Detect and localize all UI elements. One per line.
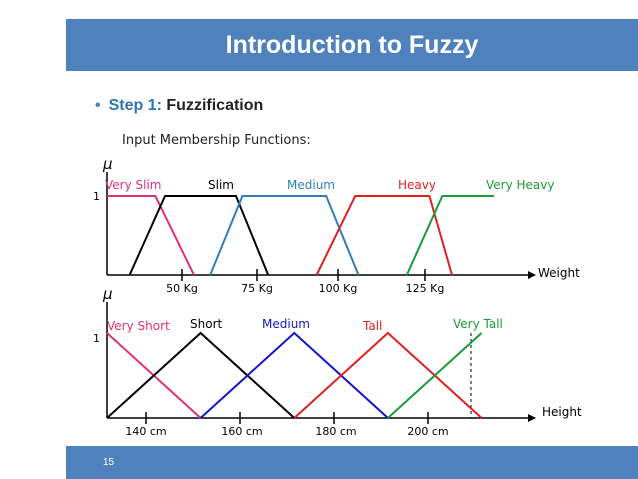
weight-x-tick-label: 50 Kg [166, 282, 198, 295]
bullet-dot-icon: • [95, 97, 101, 114]
page-number: 15 [103, 457, 115, 468]
height-series-label-tall: Tall [362, 319, 382, 333]
height-y-tick-1: 1 [93, 332, 100, 345]
weight-series-medium [209, 195, 360, 276]
weight-x-label: Weight [538, 266, 580, 280]
weight-series-label-very-heavy: Very Heavy [486, 178, 554, 192]
height-chart: μ 1 Height 140 cm 160 cm 180 cm 200 cm Very… [93, 285, 582, 438]
height-x-tick-label: 180 cm [315, 425, 356, 438]
weight-series-heavy [315, 195, 453, 276]
height-series-medium [199, 331, 389, 419]
weight-x-tick-label: 125 Kg [406, 282, 445, 295]
height-series-tall [293, 331, 483, 419]
weight-series-very-heavy [405, 195, 494, 276]
height-x-tick-label: 140 cm [125, 425, 166, 438]
height-x-tick-label: 160 cm [221, 425, 262, 438]
bullet-step-text: Fuzzification [166, 97, 264, 114]
weight-series-label-medium: Medium [287, 178, 335, 192]
weight-series-very-slim [107, 195, 195, 276]
height-series-label-short: Short [190, 317, 222, 331]
weight-chart: μ 1 Weight 50 Kg 75 Kg 100 Kg 125 Kg Very S… [93, 155, 580, 295]
height-series-label-very-short: Very Short [107, 319, 170, 333]
title-bar [66, 19, 638, 71]
slide-left-margin [0, 0, 66, 479]
height-x-label: Height [542, 405, 582, 419]
weight-x-tick-label: 100 Kg [319, 282, 358, 295]
weight-series-label-slim: Slim [208, 178, 234, 192]
height-mu-label: μ [102, 285, 113, 303]
height-x-tick-label: 200 cm [407, 425, 448, 438]
footer-bar [66, 446, 638, 479]
subtitle: Input Membership Functions: [122, 133, 311, 148]
height-series-label-very-tall: Very Tall [453, 317, 503, 331]
weight-series-label-heavy: Heavy [398, 178, 436, 192]
slide-title: Introduction to Fuzzy [225, 31, 479, 59]
height-series-short [106, 331, 295, 419]
weight-mu-label: μ [102, 155, 113, 173]
weight-series-slim [128, 195, 270, 276]
height-series-very-tall [387, 332, 483, 419]
bullet-step: • Step 1: Fuzzification [95, 97, 263, 115]
bullet-step-label: Step 1: [108, 97, 162, 114]
weight-series-label-very-slim: Very Slim [105, 178, 161, 192]
height-series-label-medium: Medium [262, 317, 310, 331]
weight-y-tick-1: 1 [93, 190, 100, 203]
weight-x-tick-label: 75 Kg [241, 282, 273, 295]
